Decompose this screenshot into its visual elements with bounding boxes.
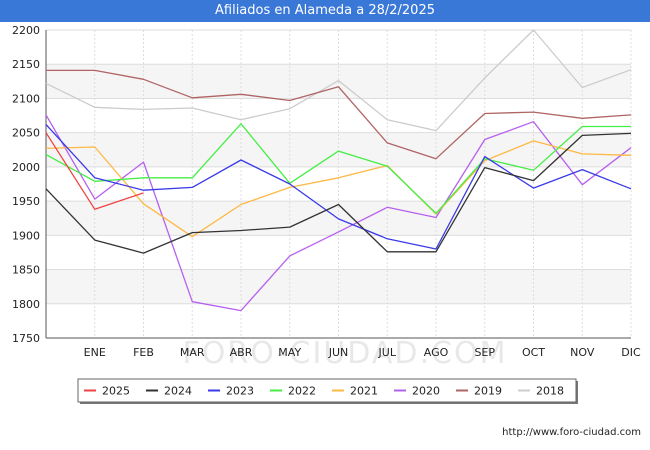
x-tick-label: NOV xyxy=(570,346,595,359)
y-tick-label: 1800 xyxy=(12,298,40,311)
y-tick-label: 1950 xyxy=(12,195,40,208)
legend: 2025 2024 2023 2022 2021 2020 2019 2018 xyxy=(77,378,578,404)
x-tick-label: ENE xyxy=(84,346,106,359)
legend-box xyxy=(77,378,577,403)
x-tick-label: OCT xyxy=(522,346,545,359)
series-line-2024 xyxy=(45,132,632,254)
y-tick-label: 1900 xyxy=(12,229,40,242)
series-line-2025 xyxy=(45,132,144,210)
series-line-2022 xyxy=(45,123,631,215)
series-line-2020 xyxy=(45,114,632,312)
y-tick-label: 1850 xyxy=(12,264,40,277)
plot-band xyxy=(46,303,631,338)
legend-label-2019: 2019 xyxy=(474,385,502,398)
y-tick-label: 2050 xyxy=(12,127,40,140)
axes: 1750 1800 1850 1900 1950 2000 2050 2100 2150 2200… xyxy=(12,24,641,359)
x-tick-label: JUL xyxy=(378,346,397,359)
y-tick-label: 2000 xyxy=(12,161,40,174)
plot-band xyxy=(46,235,631,270)
series-line-2023 xyxy=(45,124,632,250)
x-tick-label: ABR xyxy=(230,346,253,359)
x-tick-label: FEB xyxy=(133,346,154,359)
watermark: FORO-CIUDAD.COM xyxy=(183,336,508,371)
series-line-2019 xyxy=(46,69,632,160)
footer-url: http://www.foro-ciudad.com xyxy=(502,427,641,438)
legend-label-2024: 2024 xyxy=(164,385,192,398)
legend-label-2023: 2023 xyxy=(226,385,254,398)
legend-label-2020: 2020 xyxy=(412,385,440,398)
x-tick-label: MAR xyxy=(180,346,205,359)
legend-label-2021: 2021 xyxy=(350,385,378,398)
x-tick-label: SEP xyxy=(474,346,495,359)
series-line-2018 xyxy=(45,29,632,132)
x-tick-label: DIC xyxy=(621,346,641,359)
series-line-2021 xyxy=(45,140,632,238)
y-tick-label: 2150 xyxy=(12,58,40,71)
y-tick-label: 2100 xyxy=(12,92,40,105)
legend-label-2018: 2018 xyxy=(536,385,564,398)
x-tick-label: JUN xyxy=(328,346,349,359)
chart-title: Afiliados en Alameda a 28/2/2025 xyxy=(0,0,650,22)
x-tick-label: MAY xyxy=(278,346,301,359)
legend-label-2025: 2025 xyxy=(102,385,130,398)
x-tick-label: AGO xyxy=(424,346,449,359)
legend-label-2022: 2022 xyxy=(288,385,316,398)
y-tick-label: 2200 xyxy=(12,24,40,37)
y-tick-label: 1750 xyxy=(12,332,40,345)
series-lines xyxy=(45,29,632,312)
